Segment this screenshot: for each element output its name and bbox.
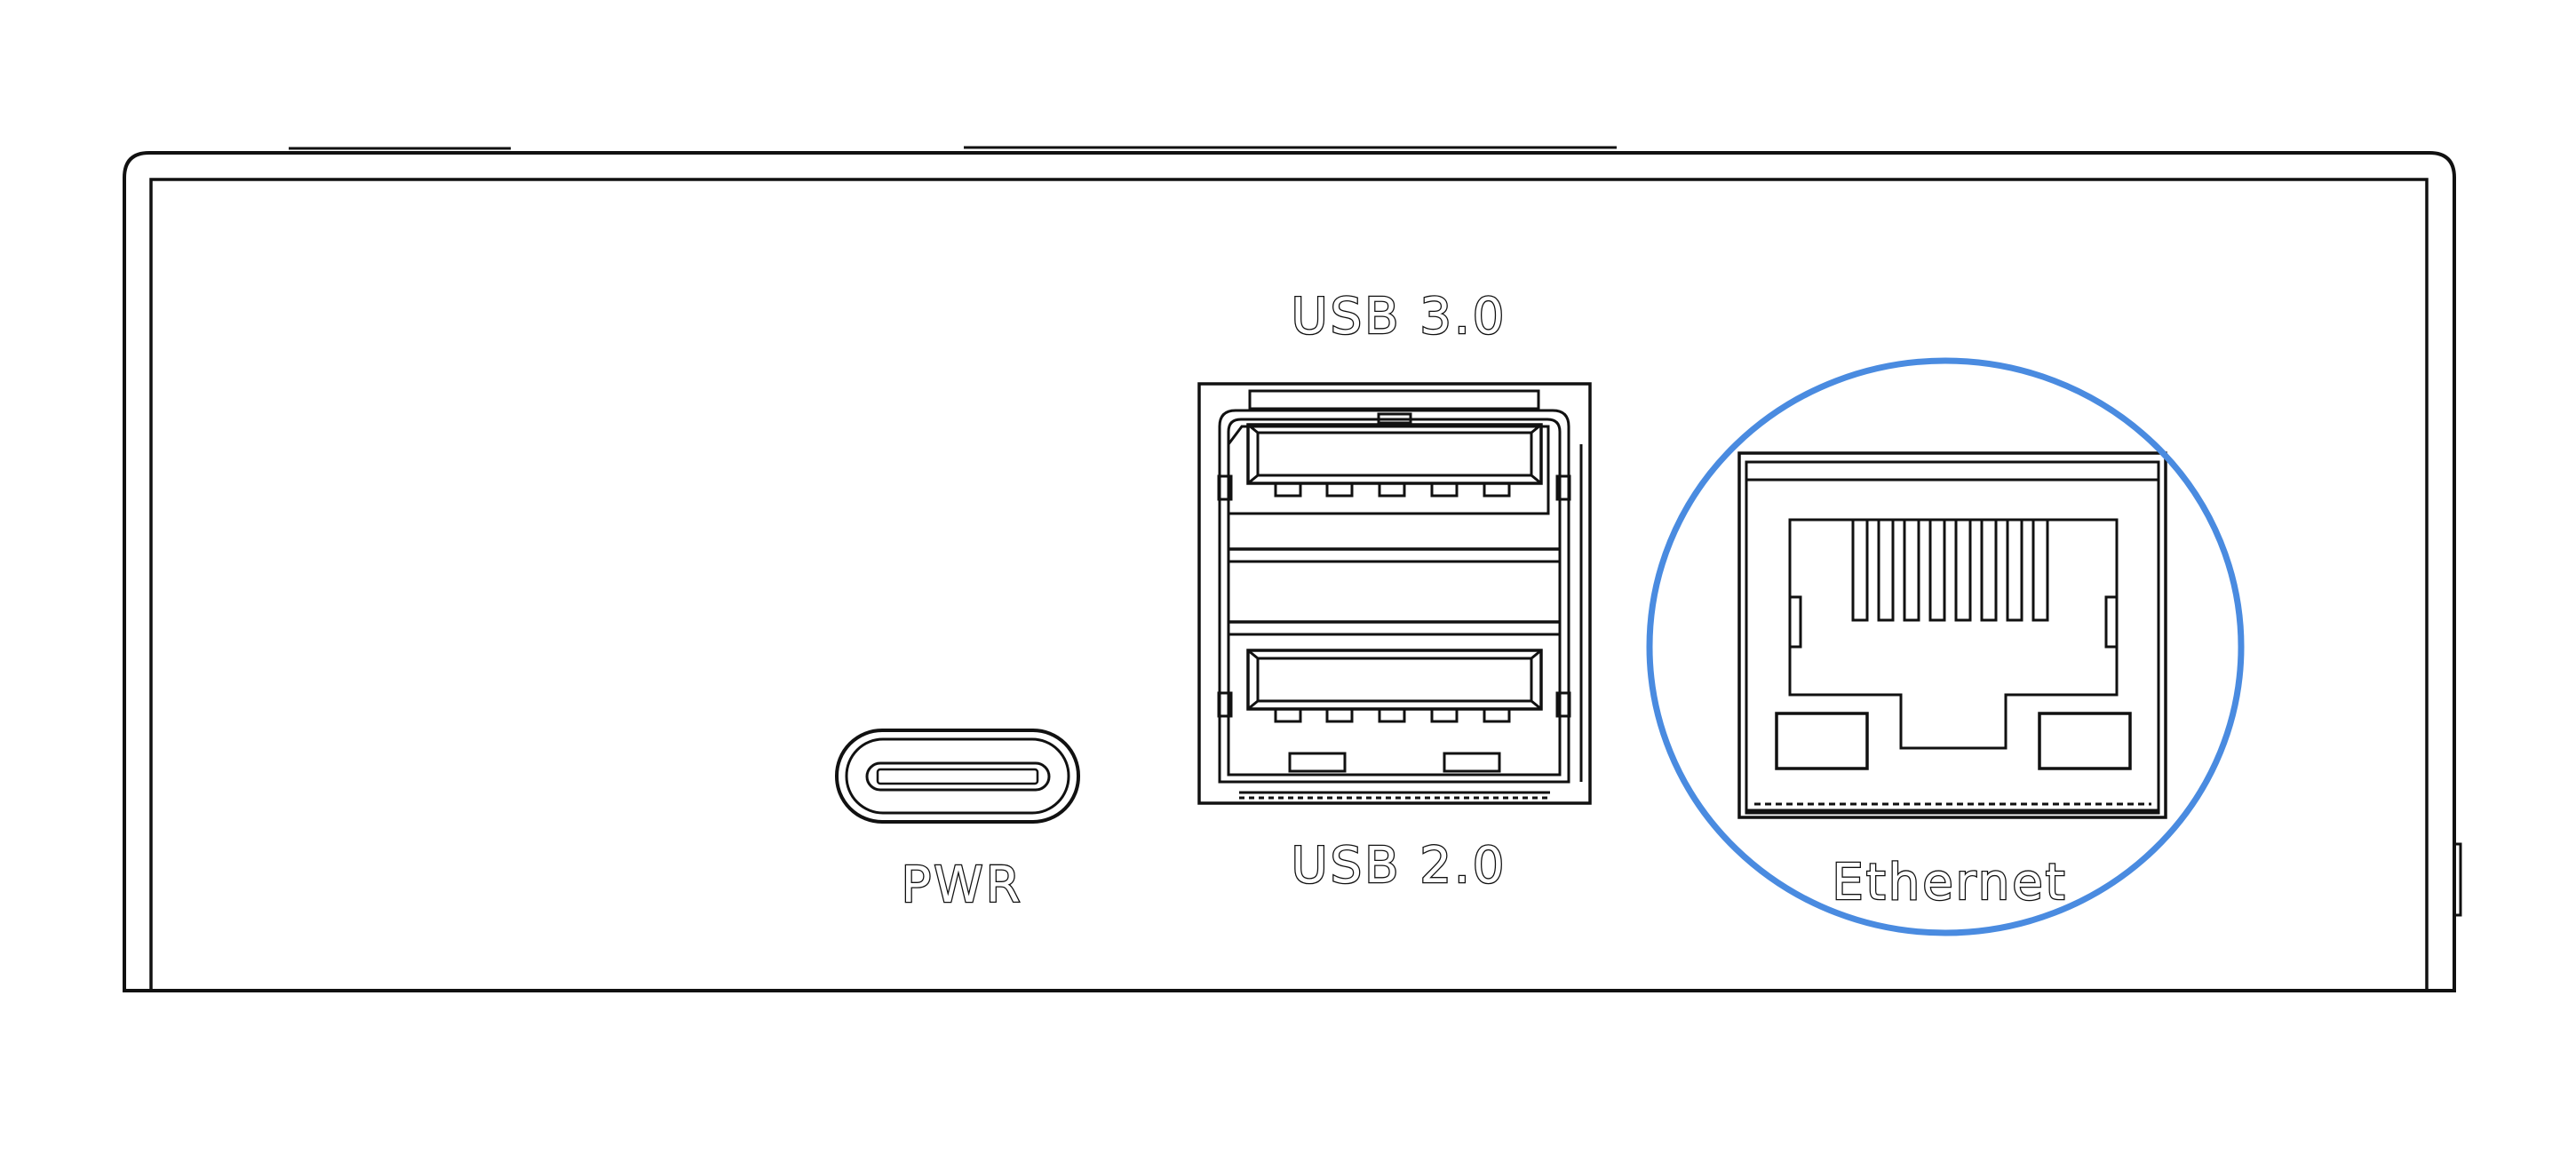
usb3-label: USB 3.0 [1292,288,1507,346]
usb2-label: USB 2.0 [1292,837,1507,895]
usb-a-port-stack [1197,382,1592,805]
usb-c-power-port [835,729,1080,824]
device-enclosure [123,146,2462,992]
ethernet-highlight-circle [1646,357,2245,936]
power-label: PWR [901,856,1022,914]
ethernet-label: Ethernet [1832,854,2067,912]
usb-2-port [1246,649,1543,773]
usb-3-port [1227,412,1550,515]
ethernet-rj45-port [1737,451,2167,819]
